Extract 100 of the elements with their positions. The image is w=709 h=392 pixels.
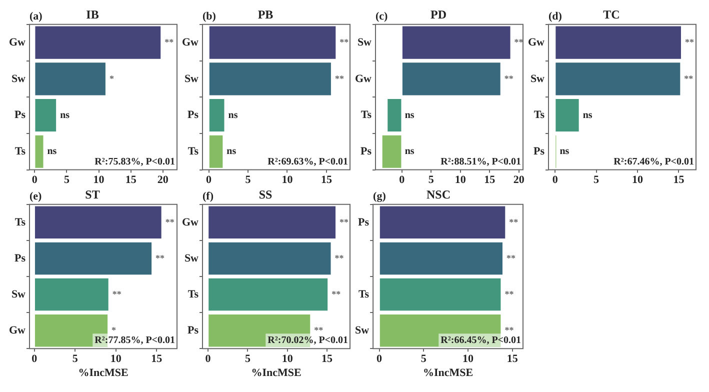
x-tick-label: 10 (282, 174, 294, 186)
y-tick-label: Sw (184, 72, 199, 85)
x-tick-label: 5 (420, 353, 427, 366)
y-tick-label: Ts (188, 288, 200, 300)
data-label: ** (684, 36, 694, 47)
annotation: R²:88.51%, P<0.01 (440, 156, 521, 168)
y-tick-label: Ps (14, 109, 26, 122)
chart-title: PB (258, 7, 274, 22)
x-tick-label: 15 (673, 174, 685, 186)
data-label: ** (340, 216, 350, 227)
y-tick-label: Sw (357, 36, 372, 48)
y-tick-label: Sw (11, 72, 26, 85)
data-label: ** (332, 288, 342, 299)
y-tick-label: Ts (188, 145, 200, 158)
data-label: ns (582, 110, 592, 121)
x-tick-label: 20 (513, 174, 525, 186)
x-tick-label: 15 (151, 353, 163, 366)
annotation: R²:70.02%, P<0.01 (268, 335, 348, 346)
x-tick-label: 5 (72, 353, 78, 366)
data-label: ** (684, 73, 694, 84)
x-tick-label: 0 (32, 353, 38, 366)
x-tick-label: 0 (399, 174, 406, 186)
y-tick-label: Gw (182, 36, 199, 48)
data-label: ** (504, 324, 514, 335)
annotation: R²:66.45%, P<0.01 (440, 335, 521, 346)
data-label: ** (112, 288, 122, 299)
data-label: ns (226, 146, 236, 158)
x-tick-label: 15 (322, 353, 334, 366)
x-tick-label: 5 (594, 174, 600, 186)
data-label: ** (164, 36, 174, 47)
data-label: ** (334, 73, 344, 84)
y-tick-label: Sw (530, 72, 545, 85)
data-label: ** (509, 216, 519, 227)
annotation: R²:69.63%, P<0.01 (268, 156, 348, 168)
y-tick-label: Ps (188, 324, 200, 336)
data-label: ** (504, 73, 514, 84)
x-axis-title: %IncMSE (251, 367, 302, 380)
data-label: ns (228, 110, 238, 121)
data-label: ** (504, 288, 514, 299)
text: (f) (202, 190, 214, 203)
data-label: ns (47, 146, 57, 158)
y-tick-label: Ts (360, 109, 372, 122)
text: (e) (30, 190, 42, 203)
chart-title: ST (85, 187, 100, 202)
text: (g) (373, 190, 386, 203)
data-label: ns (404, 146, 414, 158)
annotation: R²:77.85%, P<0.01 (94, 335, 175, 346)
x-tick-label: 15 (506, 353, 518, 366)
data-label: ** (156, 252, 166, 263)
x-tick-label: 5 (64, 174, 70, 186)
y-tick-label: Gw (528, 36, 545, 48)
y-tick-label: Gw (182, 216, 199, 228)
data-label: ** (165, 216, 175, 227)
x-tick-label: 20 (157, 174, 169, 186)
x-axis-title: %IncMSE (422, 367, 474, 380)
x-tick-label: 10 (110, 353, 122, 366)
y-tick-label: Sw (355, 324, 370, 336)
y-tick-label: Ts (14, 145, 26, 158)
y-tick-label: Ps (358, 216, 370, 228)
x-tick-label: 0 (552, 174, 558, 186)
chart-title: SS (258, 187, 272, 202)
x-tick-label: 10 (454, 174, 466, 186)
data-label: ns (560, 146, 570, 158)
data-label: ns (60, 110, 70, 121)
data-label: ** (314, 324, 324, 335)
x-tick-label: 10 (632, 174, 644, 186)
x-tick-label: 10 (93, 174, 105, 186)
data-label: ns (404, 110, 414, 121)
data-label: ** (514, 36, 524, 47)
data-label: ** (340, 36, 350, 47)
y-tick-label: Sw (11, 288, 26, 300)
text: (c) (376, 10, 388, 23)
y-tick-label: Gw (9, 36, 26, 48)
y-tick-label: Gw (355, 72, 372, 85)
x-axis-title: %IncMSE (78, 367, 128, 380)
data-label: * (109, 73, 114, 84)
y-tick-label: Ps (534, 145, 546, 158)
y-tick-label: Ps (360, 145, 372, 158)
text: (d) (548, 10, 562, 23)
y-tick-label: Ts (358, 288, 370, 300)
x-tick-label: 10 (282, 353, 294, 366)
x-tick-label: 15 (320, 174, 332, 186)
x-tick-label: 15 (125, 174, 137, 186)
text: (b) (202, 10, 216, 23)
x-tick-label: 5 (244, 353, 251, 366)
x-tick-label: 5 (245, 174, 252, 186)
data-label: * (112, 324, 117, 335)
y-tick-label: Ts (534, 109, 546, 122)
chart-title: PD (430, 7, 447, 22)
x-tick-label: 15 (484, 174, 496, 186)
chart-title: IB (86, 7, 99, 22)
x-tick-label: 0 (376, 353, 383, 366)
x-tick-label: 0 (205, 353, 212, 366)
data-label: ** (506, 252, 516, 263)
data-label: ** (334, 252, 344, 263)
y-tick-label: Sw (184, 252, 199, 264)
chart-title: TC (603, 7, 620, 22)
y-tick-label: Gw (9, 324, 26, 336)
text: (a) (30, 10, 43, 23)
chart-title: NSC (426, 187, 451, 202)
